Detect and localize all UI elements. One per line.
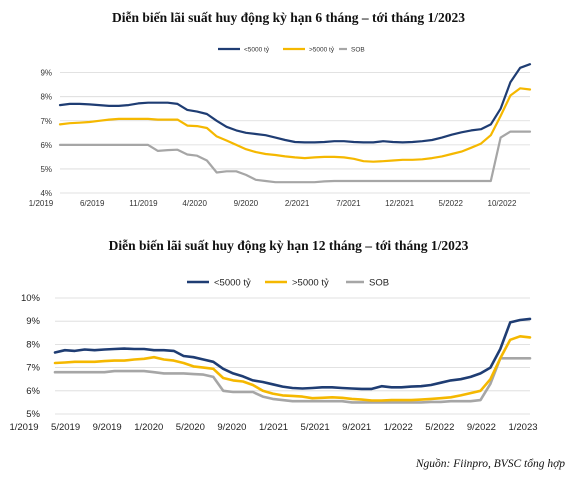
series-line-lt5000 [53, 317, 532, 391]
series-line-sob [58, 130, 532, 184]
x-tick-label: 7/2021 [336, 199, 361, 208]
y-tick-label: 9% [26, 316, 40, 327]
legend-label-lt5000: <5000 tỷ [244, 47, 270, 54]
y-tick-label: 4% [40, 189, 52, 198]
y-tick-label: 6% [40, 141, 52, 150]
x-tick-label: 1/2019 [29, 199, 54, 208]
source-note: Nguồn: Fiinpro, BVSC tổng hợp [415, 458, 565, 470]
y-tick-label: 6% [26, 386, 40, 397]
legend-label-gt5000: >5000 tỷ [292, 278, 329, 289]
x-tick-label: 5/2021 [301, 422, 330, 433]
y-tick-label: 10% [21, 293, 41, 304]
x-tick-label: 11/2019 [129, 199, 158, 208]
y-tick-label: 9% [40, 69, 52, 78]
x-tick-label: 9/2022 [467, 422, 496, 433]
chart-title-12-month: Diễn biến lãi suất huy động kỳ hạn 12 th… [108, 238, 469, 253]
series-line-gt5000 [58, 87, 532, 163]
series-line-sob [53, 356, 532, 404]
x-tick-label: 5/2022 [425, 422, 454, 433]
series-line-gt5000 [53, 334, 532, 402]
y-tick-label: 8% [40, 93, 52, 102]
x-tick-label: 5/2019 [51, 422, 80, 433]
x-tick-label: 12/2021 [385, 199, 414, 208]
x-tick-label: 10/2022 [488, 199, 517, 208]
x-tick-label: 1/2023 [508, 422, 537, 433]
legend-label-sob: SOB [369, 278, 389, 289]
x-tick-label: 1/2021 [259, 422, 288, 433]
legend-label-lt5000: <5000 tỷ [214, 278, 251, 289]
series-line-lt5000 [58, 63, 532, 144]
legend-label-gt5000: >5000 tỷ [309, 47, 335, 54]
legend-label-sob: SOB [351, 47, 365, 54]
x-tick-label: 9/2020 [217, 422, 246, 433]
chart-title-6-month: Diễn biến lãi suất huy động kỳ hạn 6 thá… [112, 10, 465, 25]
x-tick-label: 9/2020 [234, 199, 259, 208]
x-tick-label: 1/2020 [134, 422, 163, 433]
x-tick-label: 2/2021 [285, 199, 310, 208]
x-tick-label: 9/2021 [342, 422, 371, 433]
chart-6-month: 4% 5% 6% 7% 8% 9% 1/2019 6/2019 11/2019 4/2020 9/2… [29, 47, 532, 208]
x-tick-label: 1/2019 [9, 422, 38, 433]
x-tick-label: 1/2022 [384, 422, 413, 433]
x-tick-label: 9/2019 [93, 422, 122, 433]
x-tick-label: 5/2020 [176, 422, 205, 433]
y-tick-label: 5% [40, 165, 52, 174]
y-tick-label: 7% [40, 117, 52, 126]
x-tick-label: 6/2019 [80, 199, 105, 208]
y-tick-label: 7% [26, 363, 40, 374]
x-tick-label: 4/2020 [182, 199, 207, 208]
y-tick-label: 8% [26, 339, 40, 350]
y-tick-label: 5% [26, 409, 40, 420]
x-tick-label: 5/2022 [439, 199, 464, 208]
